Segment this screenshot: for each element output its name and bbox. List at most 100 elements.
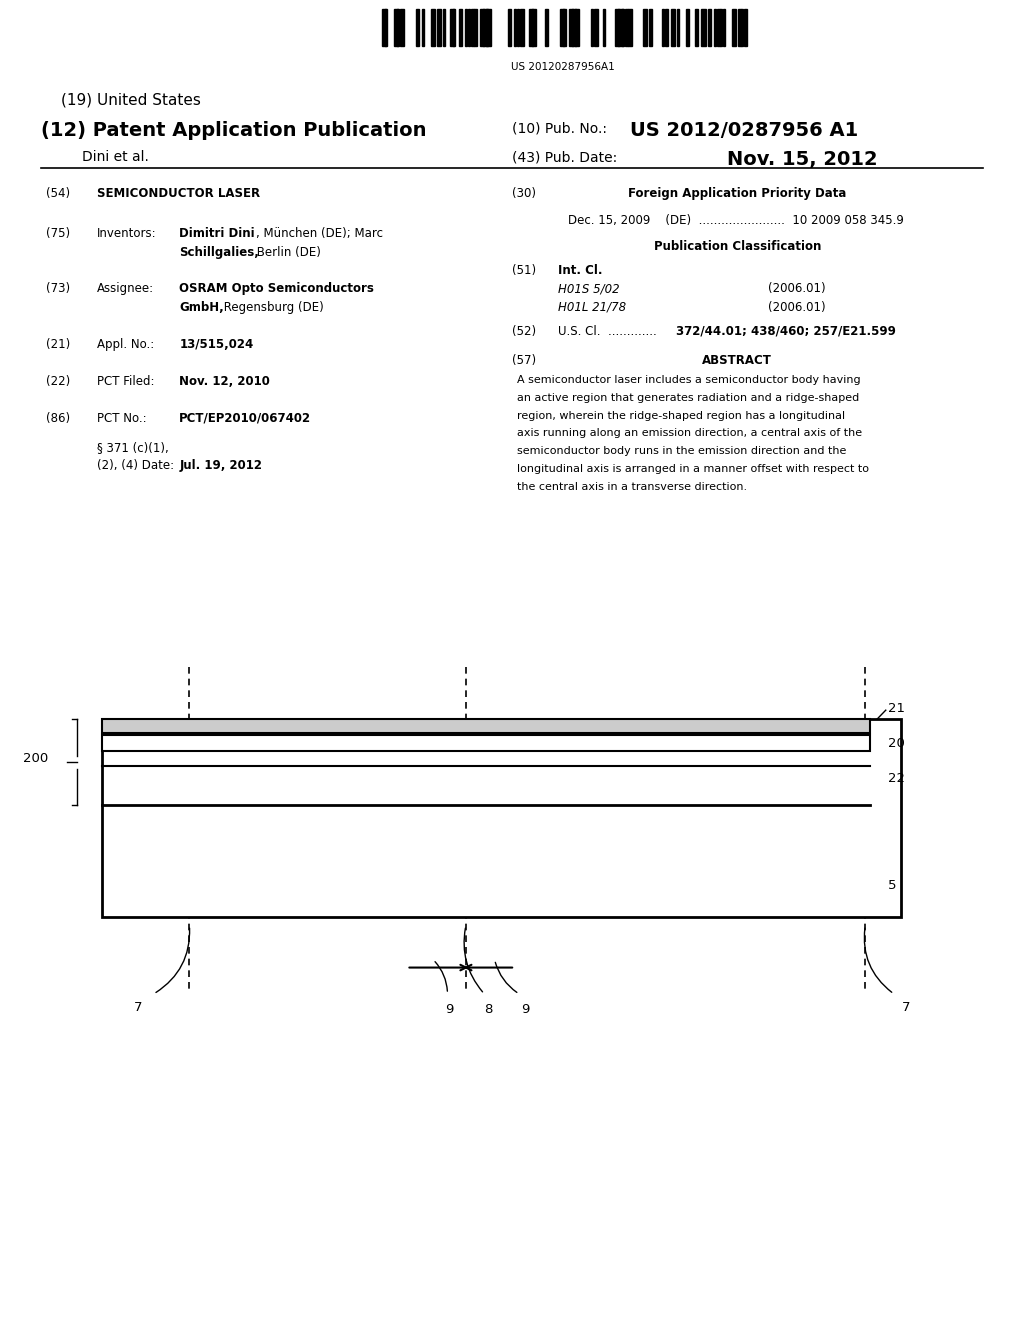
- Text: Nov. 15, 2012: Nov. 15, 2012: [727, 150, 878, 169]
- Text: GmbH,: GmbH,: [179, 301, 224, 314]
- Text: (52): (52): [512, 325, 537, 338]
- Text: (57): (57): [512, 354, 537, 367]
- Bar: [662, 9, 664, 46]
- Text: 21: 21: [888, 702, 905, 715]
- Text: 13/515,024: 13/515,024: [179, 338, 254, 351]
- Text: PCT Filed:: PCT Filed:: [97, 375, 155, 388]
- Text: an active region that generates radiation and a ridge-shaped: an active region that generates radiatio…: [517, 393, 859, 403]
- Text: Berlin (DE): Berlin (DE): [253, 246, 321, 259]
- Bar: [665, 9, 669, 46]
- Bar: [594, 9, 598, 46]
- Text: Appl. No.:: Appl. No.:: [97, 338, 155, 351]
- Text: the central axis in a transverse direction.: the central axis in a transverse directi…: [517, 482, 748, 492]
- Text: (2006.01): (2006.01): [768, 282, 825, 296]
- Bar: [649, 9, 652, 46]
- Bar: [508, 9, 511, 46]
- Text: (19) United States: (19) United States: [61, 92, 202, 107]
- Bar: [431, 9, 435, 46]
- Bar: [437, 9, 440, 46]
- Text: 200: 200: [23, 752, 48, 764]
- Bar: [677, 9, 679, 46]
- Bar: [443, 9, 445, 46]
- Text: SEMICONDUCTOR LASER: SEMICONDUCTOR LASER: [97, 187, 260, 201]
- Bar: [708, 9, 712, 46]
- Bar: [741, 9, 743, 46]
- Bar: [517, 9, 519, 46]
- Bar: [453, 9, 455, 46]
- Bar: [459, 9, 462, 46]
- Text: OSRAM Opto Semiconductors: OSRAM Opto Semiconductors: [179, 282, 374, 296]
- Text: Int. Cl.: Int. Cl.: [558, 264, 602, 277]
- Text: § 371 (c)(1),: § 371 (c)(1),: [97, 441, 169, 454]
- Bar: [569, 9, 573, 46]
- Bar: [465, 9, 467, 46]
- Bar: [625, 9, 628, 46]
- Text: longitudinal axis is arranged in a manner offset with respect to: longitudinal axis is arranged in a manne…: [517, 465, 869, 474]
- Text: (73): (73): [46, 282, 71, 296]
- Text: Regensburg (DE): Regensburg (DE): [220, 301, 324, 314]
- Bar: [468, 9, 470, 46]
- Text: Dimitri Dini: Dimitri Dini: [179, 227, 255, 240]
- Bar: [714, 9, 717, 46]
- Bar: [744, 9, 748, 46]
- Bar: [695, 9, 697, 46]
- Bar: [671, 9, 675, 46]
- Text: US 2012/0287956 A1: US 2012/0287956 A1: [630, 121, 858, 140]
- Text: (12) Patent Application Publication: (12) Patent Application Publication: [41, 121, 426, 140]
- Text: H01S 5/02: H01S 5/02: [558, 282, 620, 296]
- Text: 9: 9: [521, 1003, 529, 1016]
- Bar: [738, 9, 740, 46]
- Bar: [483, 9, 487, 46]
- Bar: [532, 9, 537, 46]
- Text: (10) Pub. No.:: (10) Pub. No.:: [512, 121, 607, 136]
- Bar: [394, 9, 397, 46]
- Text: Publication Classification: Publication Classification: [653, 240, 821, 253]
- Bar: [486, 9, 490, 46]
- Text: 8: 8: [484, 1003, 493, 1016]
- Bar: [732, 9, 736, 46]
- Text: Dini et al.: Dini et al.: [82, 150, 148, 165]
- Text: (43) Pub. Date:: (43) Pub. Date:: [512, 150, 617, 165]
- Text: (30): (30): [512, 187, 536, 201]
- Text: 5: 5: [888, 879, 896, 891]
- Bar: [102, 735, 870, 751]
- Bar: [400, 9, 404, 46]
- Bar: [102, 719, 870, 733]
- Text: Dec. 15, 2009    (DE)  .......................  10 2009 058 345.9: Dec. 15, 2009 (DE) .....................…: [568, 214, 904, 227]
- Text: Foreign Application Priority Data: Foreign Application Priority Data: [628, 187, 847, 201]
- Bar: [474, 9, 477, 46]
- Bar: [563, 9, 566, 46]
- Bar: [385, 9, 387, 46]
- Bar: [397, 9, 399, 46]
- Text: PCT/EP2010/067402: PCT/EP2010/067402: [179, 412, 311, 425]
- Bar: [572, 9, 577, 46]
- Text: Schillgalies,: Schillgalies,: [179, 246, 259, 259]
- Bar: [529, 9, 534, 46]
- Text: Inventors:: Inventors:: [97, 227, 157, 240]
- Bar: [603, 9, 605, 46]
- Text: 9: 9: [445, 1003, 454, 1016]
- Bar: [643, 9, 647, 46]
- Text: 372/44.01; 438/460; 257/E21.599: 372/44.01; 438/460; 257/E21.599: [676, 325, 896, 338]
- Text: 22: 22: [888, 772, 905, 785]
- Text: region, wherein the ridge-shaped region has a longitudinal: region, wherein the ridge-shaped region …: [517, 411, 845, 421]
- Bar: [701, 9, 706, 46]
- Bar: [591, 9, 593, 46]
- Text: Assignee:: Assignee:: [97, 282, 155, 296]
- Bar: [382, 9, 386, 46]
- Bar: [450, 9, 454, 46]
- Bar: [717, 9, 720, 46]
- Bar: [628, 9, 632, 46]
- Bar: [560, 9, 563, 46]
- Bar: [514, 9, 516, 46]
- Bar: [615, 9, 620, 46]
- Text: 7: 7: [134, 1001, 142, 1014]
- Text: Jul. 19, 2012: Jul. 19, 2012: [179, 459, 262, 473]
- Text: axis running along an emission direction, a central axis of the: axis running along an emission direction…: [517, 428, 862, 438]
- Bar: [723, 9, 725, 46]
- Bar: [422, 9, 424, 46]
- Bar: [102, 719, 901, 917]
- Text: 20: 20: [888, 737, 904, 750]
- Text: 7: 7: [902, 1001, 910, 1014]
- Text: (86): (86): [46, 412, 71, 425]
